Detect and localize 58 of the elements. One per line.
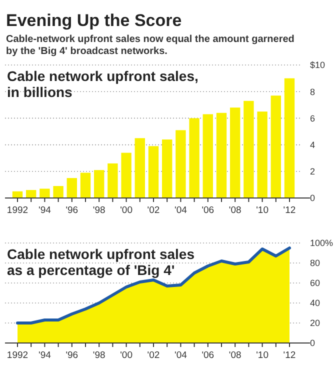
- bar: [53, 186, 64, 198]
- y-tick-label: 80: [310, 258, 320, 268]
- bar: [216, 112, 227, 198]
- bar: [40, 188, 50, 198]
- bar: [80, 172, 91, 198]
- y-tick-label: 4: [310, 140, 316, 150]
- bar: [202, 114, 213, 198]
- y-tick-label: 20: [310, 318, 320, 328]
- y-tick-label: 100%: [310, 238, 334, 248]
- x-tick-label: '08: [228, 350, 242, 361]
- bar: [121, 152, 132, 198]
- x-tick-label: 1992: [6, 350, 28, 361]
- bar: [230, 108, 240, 198]
- x-tick-label: '10: [256, 205, 268, 216]
- y-tick-label: $10: [310, 60, 326, 70]
- x-tick-label: '96: [66, 350, 78, 361]
- y-axis-title: Cable network upfront sales as a percentage of 'Big 4': [7, 246, 195, 278]
- x-tick-label: '04: [174, 350, 187, 361]
- x-tick-label: '10: [256, 350, 268, 361]
- y-tick-label: 0: [310, 193, 316, 204]
- chart-title: Evening Up the Score: [6, 11, 182, 30]
- x-tick-label: '08: [228, 205, 242, 216]
- x-tick-label: '00: [120, 350, 132, 361]
- bar: [108, 163, 118, 198]
- x-tick-label: '06: [202, 205, 214, 216]
- y-tick-label: 60: [310, 278, 320, 288]
- bar: [148, 146, 159, 198]
- x-tick-label: '00: [120, 205, 132, 216]
- x-tick-label: 1992: [6, 205, 28, 216]
- bar: [176, 130, 186, 198]
- x-tick-label: '12: [283, 350, 296, 361]
- chart-subtitle: Cable-network upfront sales now equal the amount garnered by the 'Big 4' broadcast networks.: [6, 34, 294, 57]
- x-tick-label: '98: [92, 350, 106, 361]
- bar: [94, 170, 104, 198]
- y-tick-label: 40: [310, 298, 320, 308]
- bar: [66, 178, 77, 198]
- x-tick-label: '96: [66, 205, 78, 216]
- bar: [270, 96, 281, 198]
- x-tick-label: '06: [202, 350, 214, 361]
- bar: [244, 100, 254, 198]
- bar: [189, 118, 200, 198]
- bar: [162, 139, 172, 198]
- bar: [134, 138, 145, 198]
- x-tick-label: '94: [38, 350, 51, 361]
- y-tick-label: 6: [310, 113, 316, 124]
- bar: [284, 78, 295, 198]
- y-tick-label: 2: [310, 166, 316, 177]
- bar: [26, 190, 36, 198]
- x-tick-label: '98: [92, 205, 106, 216]
- y-tick-label: 0: [310, 338, 316, 348]
- x-tick-label: '02: [147, 350, 160, 361]
- y-tick-label: 8: [310, 86, 316, 97]
- x-tick-label: '02: [147, 205, 160, 216]
- x-tick-label: '94: [38, 205, 51, 216]
- y-axis-title: Cable network upfront sales, in billions: [7, 68, 198, 100]
- x-tick-label: '12: [283, 205, 296, 216]
- x-tick-label: '04: [174, 205, 187, 216]
- bar: [257, 112, 268, 198]
